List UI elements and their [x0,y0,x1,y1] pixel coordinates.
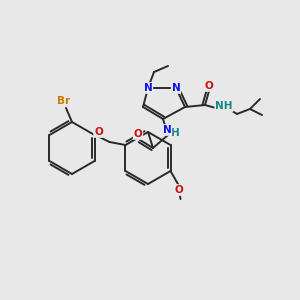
Text: NH: NH [215,101,233,111]
Text: Br: Br [57,96,70,106]
Text: H: H [171,128,179,138]
Text: N: N [144,83,152,93]
Text: O: O [174,185,183,195]
Text: O: O [134,129,142,139]
Text: O: O [94,127,103,137]
Text: N: N [163,125,171,135]
Text: N: N [172,83,180,93]
Text: O: O [205,81,213,91]
